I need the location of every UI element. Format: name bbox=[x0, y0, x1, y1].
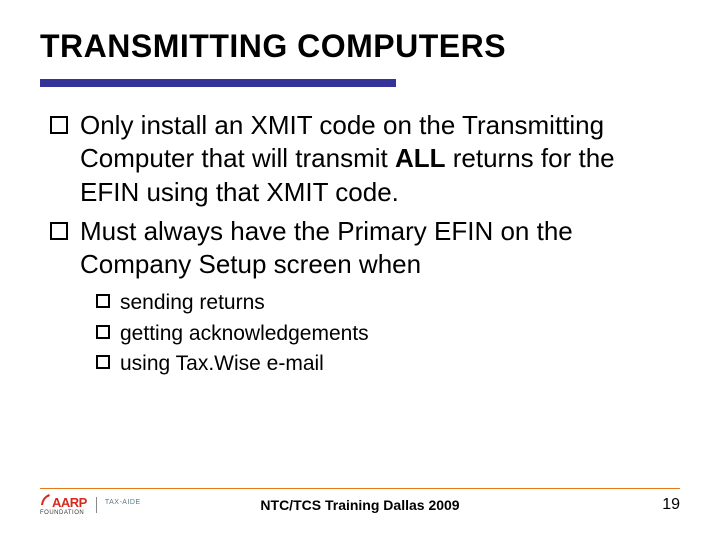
square-bullet-icon bbox=[50, 116, 68, 134]
brand-sub-text: FOUNDATION bbox=[40, 510, 87, 516]
bullet-text: Only install an XMIT code on the Transmi… bbox=[80, 109, 680, 209]
square-bullet-icon bbox=[96, 325, 110, 339]
sub-bullet-item: getting acknowledgements bbox=[96, 320, 680, 347]
square-bullet-icon bbox=[50, 222, 68, 240]
bullet-item: Must always have the Primary EFIN on the… bbox=[50, 215, 680, 282]
brand-divider bbox=[96, 497, 97, 513]
square-bullet-icon bbox=[96, 294, 110, 308]
footer-divider bbox=[40, 488, 680, 490]
title-underline bbox=[40, 79, 396, 87]
brand-main-text: AARP bbox=[52, 495, 87, 510]
text-segment: Must always have the Primary EFIN on the… bbox=[80, 216, 573, 279]
aarp-logo-block: AARP FOUNDATION bbox=[40, 493, 87, 516]
text-bold: ALL bbox=[395, 143, 446, 173]
sub-bullet-text: sending returns bbox=[120, 289, 265, 316]
sub-bullet-item: using Tax.Wise e-mail bbox=[96, 350, 680, 377]
footer-center-text: NTC/TCS Training Dallas 2009 bbox=[260, 497, 459, 513]
slide-title: TRANSMITTING COMPUTERS bbox=[40, 28, 680, 65]
aarp-wordmark: AARP bbox=[40, 493, 87, 511]
sub-bullet-item: sending returns bbox=[96, 289, 680, 316]
bullet-list: Only install an XMIT code on the Transmi… bbox=[50, 109, 680, 377]
brand-side-text: TAX-AIDE bbox=[105, 499, 141, 506]
sub-bullet-text: getting acknowledgements bbox=[120, 320, 369, 347]
aarp-swoosh-icon bbox=[40, 493, 51, 511]
footer-row: AARP FOUNDATION TAX-AIDE NTC/TCS Trainin… bbox=[40, 493, 680, 516]
bullet-item: Only install an XMIT code on the Transmi… bbox=[50, 109, 680, 209]
slide: TRANSMITTING COMPUTERS Only install an X… bbox=[0, 0, 720, 540]
bullet-text: Must always have the Primary EFIN on the… bbox=[80, 215, 680, 282]
sub-bullet-list: sending returns getting acknowledgements… bbox=[96, 289, 680, 377]
slide-footer: AARP FOUNDATION TAX-AIDE NTC/TCS Trainin… bbox=[40, 488, 680, 517]
page-number: 19 bbox=[662, 496, 680, 514]
square-bullet-icon bbox=[96, 355, 110, 369]
sub-bullet-text: using Tax.Wise e-mail bbox=[120, 350, 324, 377]
brand-logo: AARP FOUNDATION TAX-AIDE bbox=[40, 493, 141, 516]
